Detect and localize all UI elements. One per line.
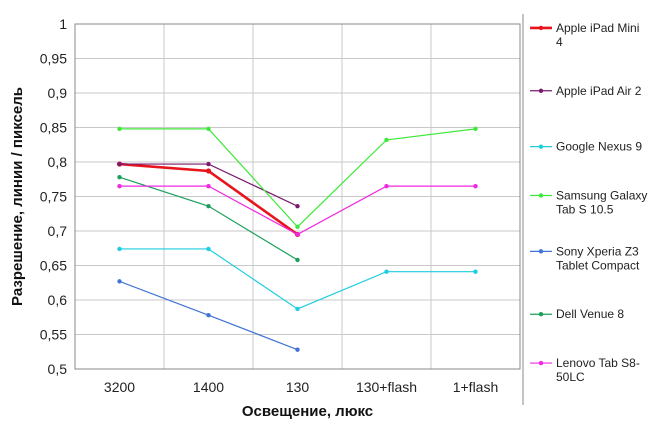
- y-tick-label: 0,95: [40, 51, 67, 67]
- plot-area: [74, 23, 521, 370]
- data-point: [117, 161, 122, 167]
- legend-swatch-marker: [538, 25, 544, 31]
- legend-swatch-marker: [538, 312, 544, 317]
- data-point: [384, 183, 389, 189]
- series-line: [119, 162, 299, 236]
- y-axis-ticks: 0,5 0,55 0,6 0,65 0,7 0,75 0,8 0,85 0,9 0,95 1: [40, 16, 67, 377]
- series-line: [119, 128, 476, 228]
- legend-label: Sony Xperia Z3: [556, 244, 639, 258]
- data-point: [295, 232, 300, 237]
- legend-swatch-marker: [538, 193, 544, 198]
- x-tick-label: 1+flash: [453, 379, 499, 395]
- data-point: [206, 161, 211, 167]
- y-tick-label: 0,8: [48, 154, 68, 170]
- legend-label: Google Nexus 9: [556, 140, 642, 154]
- data-point: [473, 126, 478, 132]
- y-tick-label: 0,75: [40, 189, 67, 205]
- legend-item: Lenovo Tab S8-50LC: [530, 356, 640, 384]
- y-tick-label: 0,9: [48, 85, 68, 101]
- legend-swatch-marker: [538, 249, 544, 254]
- data-point: [117, 246, 122, 252]
- y-tick-label: 0,55: [40, 327, 67, 343]
- legend-item: Google Nexus 9: [530, 140, 642, 154]
- data-point: [384, 269, 389, 274]
- data-point: [117, 126, 122, 132]
- legend-label: Lenovo Tab S8-: [556, 356, 640, 370]
- data-point: [206, 183, 211, 189]
- legend-swatch-marker: [538, 144, 544, 149]
- series: [117, 279, 300, 352]
- data-point: [473, 269, 478, 274]
- legend-label: Samsung Galaxy: [556, 189, 647, 203]
- y-tick-label: 0,65: [40, 258, 67, 274]
- series: [117, 183, 478, 237]
- series: [117, 161, 300, 209]
- x-axis-ticks: 3200 1400 130 130+flash 1+flash: [104, 379, 498, 395]
- data-point: [295, 224, 300, 230]
- data-point: [206, 246, 211, 252]
- y-tick-label: 0,85: [40, 120, 67, 136]
- series: [117, 174, 300, 263]
- grid: [75, 23, 520, 370]
- y-axis-title: Разрешение, линии / пиксель: [9, 87, 26, 306]
- data-point: [205, 168, 212, 174]
- y-tick-label: 1: [59, 16, 67, 32]
- legend-label: Tab S 10.5: [556, 203, 614, 217]
- x-tick-label: 3200: [104, 379, 135, 395]
- data-point: [295, 347, 300, 352]
- x-tick-label: 1400: [193, 379, 224, 395]
- legend-label: Apple iPad Air 2: [556, 84, 642, 98]
- y-tick-label: 0,5: [48, 361, 68, 377]
- data-point: [206, 203, 211, 209]
- data-point: [117, 174, 122, 180]
- data-point: [384, 137, 389, 143]
- data-point: [295, 306, 300, 312]
- x-tick-label: 130: [286, 379, 310, 395]
- legend-label: Apple iPad Mini: [556, 21, 639, 35]
- legend-label: Dell Venue 8: [556, 307, 624, 321]
- x-axis-title: Освещение, люкс: [242, 403, 373, 420]
- legend-swatch-marker: [538, 360, 544, 366]
- legend-swatch-marker: [538, 88, 544, 93]
- series-group: [116, 126, 478, 352]
- data-point: [117, 183, 122, 189]
- y-tick-label: 0,7: [48, 223, 68, 239]
- series: [117, 126, 478, 230]
- legend-label: Tablet Compact: [556, 258, 640, 272]
- series: [117, 246, 478, 312]
- data-point: [295, 203, 300, 209]
- data-point: [206, 312, 211, 318]
- data-point: [206, 126, 211, 132]
- x-tick-label: 130+flash: [356, 379, 417, 395]
- y-tick-label: 0,6: [48, 292, 68, 308]
- legend-label: 4: [556, 35, 563, 49]
- data-point: [117, 279, 122, 284]
- data-point: [295, 257, 300, 263]
- legend-item: Dell Venue 8: [530, 307, 624, 321]
- legend-item: Apple iPad Air 2: [530, 84, 642, 98]
- data-point: [473, 183, 478, 189]
- legend-label: 50LC: [556, 370, 585, 384]
